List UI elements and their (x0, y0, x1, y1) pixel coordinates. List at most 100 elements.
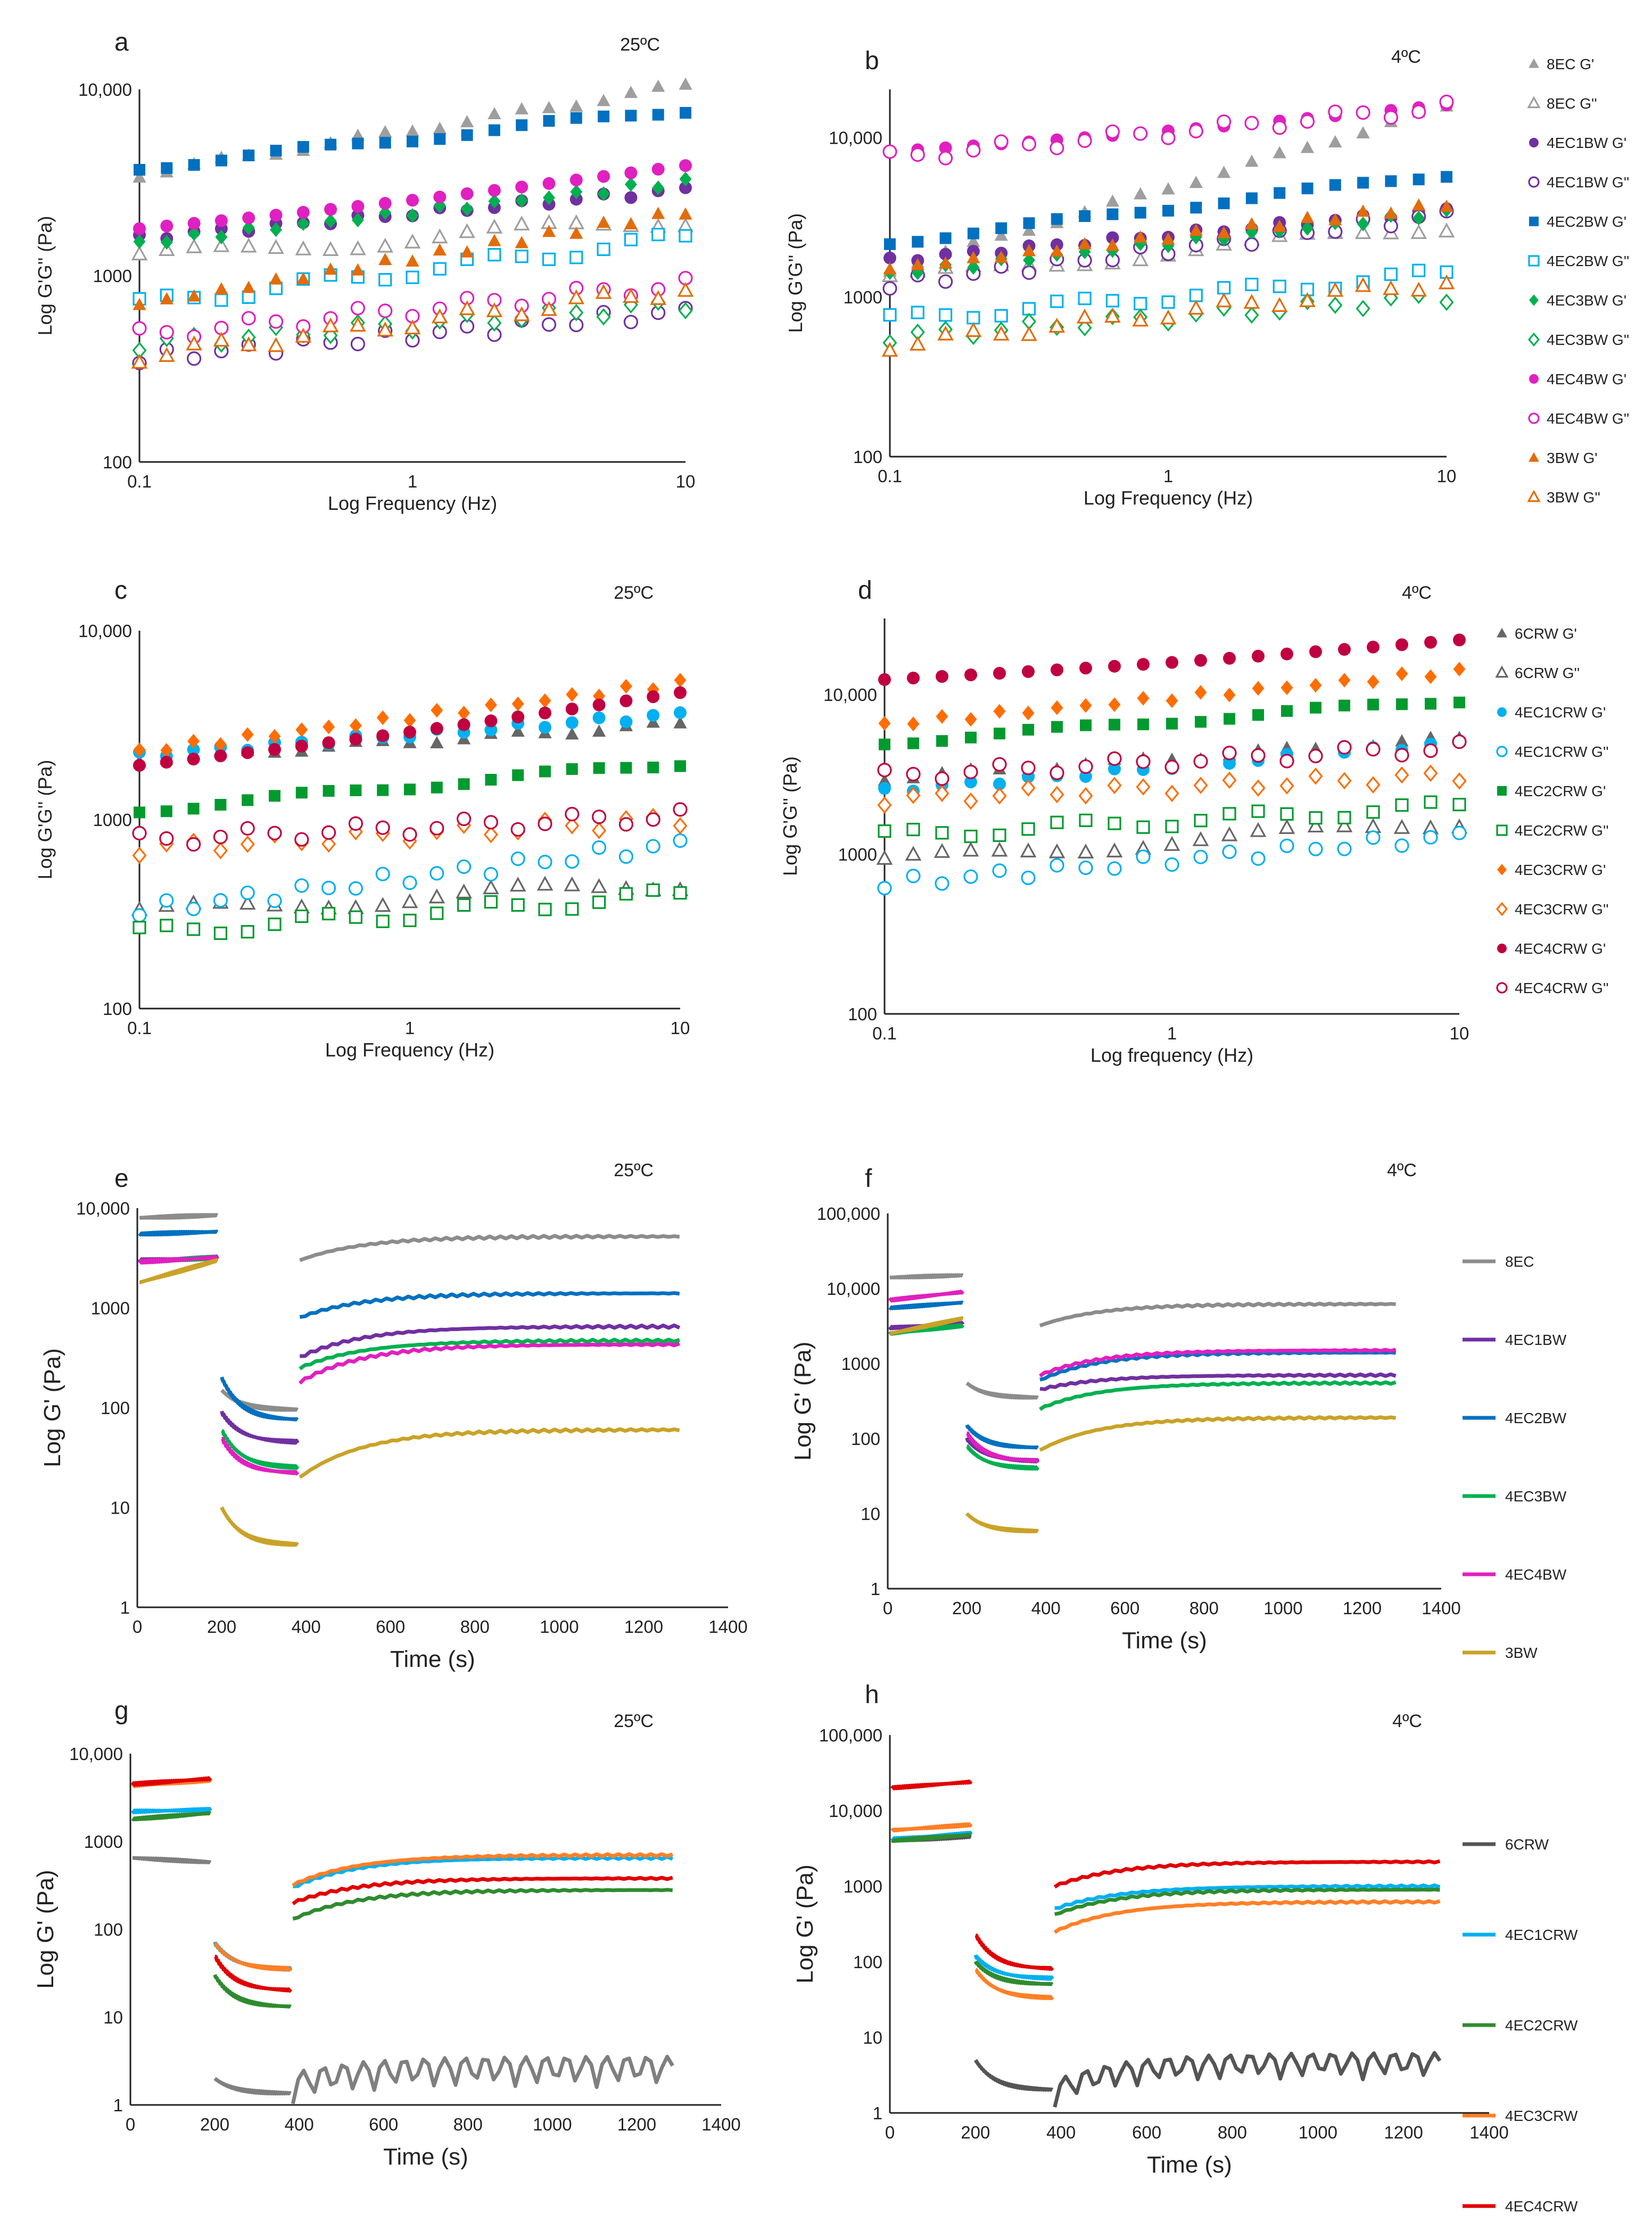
data-point (269, 790, 280, 802)
data-point (1222, 771, 1237, 789)
data-point (1194, 814, 1208, 828)
data-point (1079, 210, 1091, 222)
data-point (407, 135, 418, 147)
data-point (679, 171, 692, 187)
y-axis-title: Log G' (Pa) (792, 1864, 818, 1984)
data-point (935, 784, 949, 802)
series-line (889, 1316, 964, 1336)
data-point (936, 709, 948, 724)
data-point (1136, 778, 1151, 796)
data-point (1194, 685, 1207, 700)
x-tick-label: 0 (883, 1598, 893, 1618)
data-point (428, 888, 445, 904)
series-line (292, 1852, 673, 1887)
data-point (1107, 777, 1122, 795)
series-line (300, 1323, 681, 1358)
data-point (268, 337, 284, 352)
data-point (1022, 705, 1035, 721)
data-point (406, 208, 419, 223)
data-point (877, 763, 892, 778)
data-point (992, 757, 1007, 772)
legend-label: 4EC4BW G' (1547, 371, 1626, 387)
data-point (1338, 643, 1351, 656)
legend-marker (1495, 665, 1509, 678)
data-series (878, 795, 1466, 844)
data-point (1020, 843, 1037, 857)
data-point (1106, 208, 1119, 220)
data-point (966, 143, 981, 158)
data-point (214, 293, 228, 307)
data-series (137, 1254, 680, 1476)
panel-e: 1 10 100 1000 10,000 0 200 400 600 800 1000 1200 140… (39, 1160, 748, 1672)
series-line (213, 2077, 292, 2096)
data-point (295, 739, 308, 753)
x-tick-label: 200 (200, 2115, 229, 2134)
data-point (963, 764, 978, 780)
data-point (620, 715, 633, 729)
data-series (882, 94, 1454, 166)
data-point (597, 170, 610, 183)
data-point (269, 209, 283, 222)
y-tick-label: 1 (873, 2103, 882, 2123)
data-point (877, 881, 892, 896)
y-tick-label: 1000 (838, 845, 877, 864)
data-point (679, 159, 692, 172)
data-point (1108, 697, 1121, 712)
y-tick-label: 1000 (84, 1832, 123, 1852)
legend-label: 4EC4CRW (1505, 2198, 1578, 2215)
data-point (1188, 123, 1203, 138)
data-point (597, 94, 610, 106)
panel-c: 100 1000 10,000 0.1 1 10 Log Frequency (Hz) Log… (34, 576, 690, 1061)
data-point (294, 878, 309, 893)
x-axis-title: Log Frequency (Hz) (328, 492, 497, 514)
data-point (1339, 699, 1350, 712)
series-line (131, 1856, 212, 1864)
x-tick-label: 400 (292, 1617, 321, 1637)
data-point (1048, 318, 1065, 333)
data-point (591, 810, 607, 824)
data-point (515, 102, 528, 114)
data-series (131, 1856, 674, 2104)
data-point (878, 673, 891, 686)
data-point (242, 220, 255, 235)
data-point (1136, 754, 1151, 769)
data-point (187, 289, 201, 302)
data-point (1354, 224, 1372, 239)
data-point (133, 921, 146, 935)
data-series (133, 77, 692, 183)
data-point (1300, 114, 1315, 129)
data-point (967, 260, 980, 275)
data-point (651, 207, 665, 219)
data-series (879, 696, 1465, 750)
data-point (131, 353, 148, 369)
y-tick-label: 1 (113, 2095, 123, 2115)
temperature-label: 25ºC (614, 583, 654, 603)
legend-label: 4EC2CRW G' (1515, 783, 1606, 799)
data-point (1160, 309, 1177, 325)
data-point (674, 673, 687, 688)
data-point (1217, 166, 1231, 178)
data-point (651, 162, 665, 176)
data-point (1308, 841, 1323, 856)
series-line (966, 1444, 1040, 1471)
data-point (186, 238, 202, 253)
y-tick-label: 10 (863, 2028, 882, 2047)
data-point (905, 846, 922, 861)
data-point (884, 238, 896, 250)
y-tick-label: 1000 (844, 1877, 882, 1896)
series-line (138, 1229, 219, 1237)
data-point (515, 193, 528, 208)
data-point (1105, 124, 1120, 139)
data-point (160, 743, 173, 758)
data-point (404, 783, 416, 796)
data-point (592, 822, 607, 839)
panel-label: e (114, 1164, 129, 1193)
data-point (433, 199, 446, 213)
data-point (379, 205, 392, 220)
data-point (912, 236, 924, 248)
data-point (1424, 795, 1438, 809)
temperature-label: 4ºC (1387, 1160, 1417, 1180)
data-point (906, 869, 921, 883)
data-point (1136, 820, 1150, 834)
panel-b: 100 1000 10,000 0.1 1 10 Log Frequency (Hz) Log… (784, 47, 1456, 509)
